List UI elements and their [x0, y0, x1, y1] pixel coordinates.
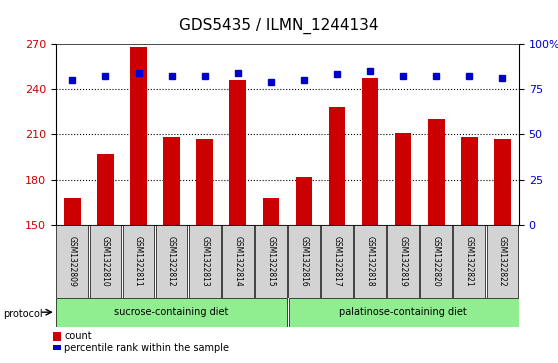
Bar [229, 80, 246, 225]
Text: protocol: protocol [3, 309, 42, 319]
Bar [64, 198, 80, 225]
Text: GSM1322819: GSM1322819 [398, 236, 408, 287]
FancyBboxPatch shape [56, 225, 88, 298]
Text: sucrose-containing diet: sucrose-containing diet [114, 307, 229, 317]
Bar [362, 78, 378, 225]
Text: GSM1322815: GSM1322815 [266, 236, 275, 287]
Bar [395, 133, 411, 225]
Text: GSM1322818: GSM1322818 [365, 236, 374, 287]
FancyBboxPatch shape [354, 225, 386, 298]
FancyBboxPatch shape [420, 225, 452, 298]
Text: percentile rank within the sample: percentile rank within the sample [64, 343, 229, 353]
FancyBboxPatch shape [222, 225, 254, 298]
Text: GSM1322811: GSM1322811 [134, 236, 143, 287]
Bar [196, 139, 213, 225]
Text: GSM1322816: GSM1322816 [300, 236, 309, 287]
FancyBboxPatch shape [487, 225, 518, 298]
Text: GSM1322813: GSM1322813 [200, 236, 209, 287]
Text: GSM1322812: GSM1322812 [167, 236, 176, 287]
Text: GDS5435 / ILMN_1244134: GDS5435 / ILMN_1244134 [179, 17, 379, 33]
Bar [163, 137, 180, 225]
FancyBboxPatch shape [123, 225, 155, 298]
Bar [97, 154, 114, 225]
Bar [494, 139, 511, 225]
FancyBboxPatch shape [387, 225, 419, 298]
FancyBboxPatch shape [89, 225, 121, 298]
Bar [130, 46, 147, 225]
FancyBboxPatch shape [290, 298, 519, 327]
Bar [428, 119, 445, 225]
Bar [296, 177, 312, 225]
Text: GSM1322809: GSM1322809 [68, 236, 77, 287]
Bar [329, 107, 345, 225]
Text: GSM1322814: GSM1322814 [233, 236, 242, 287]
Text: count: count [64, 331, 92, 341]
FancyBboxPatch shape [255, 225, 287, 298]
FancyBboxPatch shape [454, 225, 485, 298]
FancyBboxPatch shape [156, 225, 187, 298]
FancyBboxPatch shape [56, 298, 287, 327]
FancyBboxPatch shape [288, 225, 320, 298]
Text: GSM1322820: GSM1322820 [432, 236, 441, 287]
FancyBboxPatch shape [189, 225, 220, 298]
Bar [263, 198, 279, 225]
Text: palatinose-containing diet: palatinose-containing diet [339, 307, 467, 317]
FancyBboxPatch shape [321, 225, 353, 298]
Text: GSM1322810: GSM1322810 [101, 236, 110, 287]
Bar [461, 137, 478, 225]
Text: GSM1322817: GSM1322817 [333, 236, 341, 287]
Text: GSM1322822: GSM1322822 [498, 236, 507, 287]
Text: GSM1322821: GSM1322821 [465, 236, 474, 287]
